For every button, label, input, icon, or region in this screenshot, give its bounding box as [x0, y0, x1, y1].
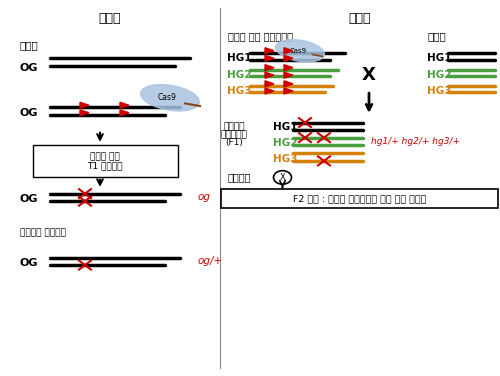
Polygon shape [284, 72, 293, 78]
Polygon shape [120, 102, 129, 108]
Text: HG2: HG2 [272, 138, 297, 148]
Text: T1 돌연변이: T1 돌연변이 [88, 161, 123, 170]
Text: OG: OG [20, 108, 38, 118]
Text: 유전자 편집 돌연변이체: 유전자 편집 돌연변이체 [228, 31, 292, 41]
Polygon shape [265, 65, 274, 71]
FancyBboxPatch shape [32, 145, 178, 177]
Text: 이배체: 이배체 [99, 12, 121, 25]
Text: 육배체: 육배체 [349, 12, 371, 25]
Polygon shape [265, 48, 274, 54]
Text: X: X [280, 173, 285, 182]
Text: hg1/+ hg2/+ hg3/+: hg1/+ hg2/+ hg3/+ [371, 137, 460, 146]
Text: 돌연변이체: 돌연변이체 [220, 130, 248, 139]
FancyBboxPatch shape [221, 189, 497, 208]
Text: X: X [362, 66, 376, 84]
Ellipse shape [140, 85, 200, 111]
Text: HG2: HG2 [228, 70, 252, 80]
Polygon shape [265, 81, 274, 87]
Text: og: og [198, 193, 210, 202]
Text: HG1: HG1 [272, 122, 297, 132]
Text: OG: OG [20, 194, 38, 204]
Text: HG2: HG2 [428, 70, 452, 80]
Text: 야생형: 야생형 [20, 40, 39, 50]
Text: 자가수분: 자가수분 [228, 173, 252, 182]
Text: HG3: HG3 [272, 154, 297, 164]
Polygon shape [265, 88, 274, 94]
Ellipse shape [276, 39, 324, 62]
Text: Cas9: Cas9 [290, 48, 307, 54]
Text: 이형접합: 이형접합 [223, 123, 245, 132]
Polygon shape [120, 110, 129, 116]
Polygon shape [284, 55, 293, 61]
Text: OG: OG [20, 258, 38, 268]
Polygon shape [265, 72, 274, 78]
Text: 이형접합 돌연변이: 이형접합 돌연변이 [20, 229, 66, 238]
Text: 유전자 편집: 유전자 편집 [90, 153, 120, 162]
Text: (F1): (F1) [225, 138, 243, 147]
Text: HG3: HG3 [228, 86, 252, 96]
Polygon shape [284, 81, 293, 87]
Polygon shape [284, 65, 293, 71]
Text: Cas9: Cas9 [158, 93, 177, 102]
Polygon shape [284, 48, 293, 54]
Text: 야생형: 야생형 [428, 31, 446, 41]
Polygon shape [80, 110, 89, 116]
Text: HG3: HG3 [428, 86, 452, 96]
Polygon shape [80, 102, 89, 108]
Polygon shape [284, 88, 293, 94]
Text: og/+: og/+ [198, 256, 223, 266]
Text: HG1: HG1 [428, 53, 452, 63]
Text: OG: OG [20, 63, 38, 73]
Text: F2 세대 : 다양한 동조유전자 수를 지닌 유전형: F2 세대 : 다양한 동조유전자 수를 지닌 유전형 [293, 194, 426, 203]
Polygon shape [265, 55, 274, 61]
Text: HG1: HG1 [228, 53, 252, 63]
